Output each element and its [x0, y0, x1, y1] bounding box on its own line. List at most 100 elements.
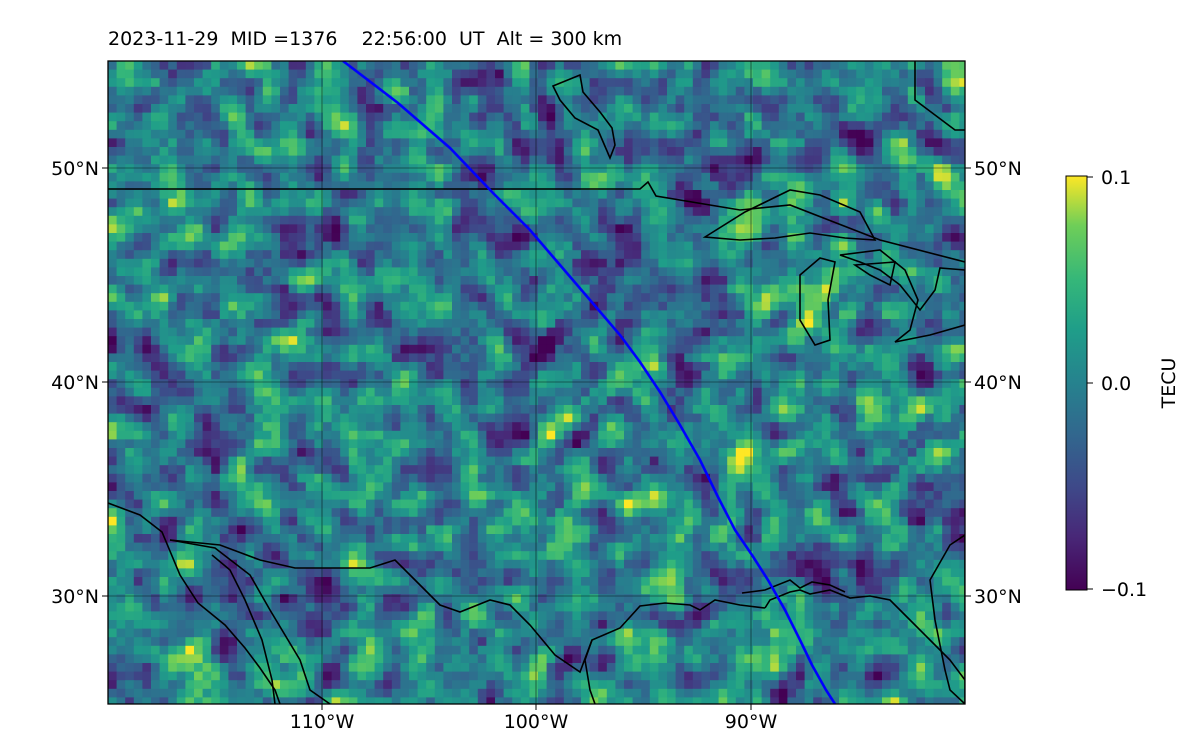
tec-cell — [391, 129, 401, 139]
tec-cell — [555, 473, 565, 483]
tec-cell — [753, 448, 763, 458]
tec-cell — [916, 396, 926, 406]
tec-cell — [340, 155, 350, 165]
tec-cell — [323, 396, 333, 406]
tec-cell — [632, 172, 642, 182]
tec-cell — [658, 78, 668, 88]
tec-cell — [340, 241, 350, 251]
tec-cell — [710, 344, 720, 354]
tec-cell — [856, 456, 866, 466]
tec-cell — [606, 207, 616, 217]
tec-cell — [443, 473, 453, 483]
tec-cell — [710, 284, 720, 294]
tec-cell — [804, 344, 814, 354]
tec-cell — [391, 198, 401, 208]
tec-cell — [606, 267, 616, 277]
tec-cell — [675, 301, 685, 311]
tec-cell — [374, 319, 384, 329]
tec-cell — [804, 164, 814, 174]
tec-cell — [297, 172, 307, 182]
tec-cell — [701, 387, 711, 397]
tec-cell — [426, 448, 436, 458]
tec-cell — [615, 387, 625, 397]
tec-cell — [615, 430, 625, 440]
tec-cell — [194, 138, 204, 148]
tec-cell — [400, 310, 410, 320]
tec-cell — [692, 224, 702, 234]
tec-cell — [271, 181, 281, 191]
tec-cell — [271, 233, 281, 243]
tec-cell — [254, 86, 264, 96]
tec-cell — [194, 181, 204, 191]
tec-cell — [314, 473, 324, 483]
tec-cell — [658, 164, 668, 174]
tec-cell — [305, 207, 315, 217]
tec-cell — [847, 138, 857, 148]
tec-cell — [434, 138, 444, 148]
tec-cell — [434, 164, 444, 174]
tec-cell — [907, 104, 917, 114]
tec-cell — [262, 370, 272, 380]
tec-cell — [581, 129, 591, 139]
tec-cell — [572, 344, 582, 354]
tec-cell — [417, 473, 427, 483]
tec-cell — [667, 396, 677, 406]
tec-cell — [237, 405, 247, 415]
tec-cell — [598, 61, 608, 71]
tec-cell — [761, 396, 771, 406]
tec-cell — [546, 267, 556, 277]
tec-cell — [882, 405, 892, 415]
tec-cell — [202, 198, 212, 208]
tec-cell — [598, 164, 608, 174]
tec-cell — [899, 69, 909, 79]
tec-cell — [641, 147, 651, 157]
tec-cell — [563, 336, 573, 346]
tec-cell — [641, 473, 651, 483]
tec-cell — [176, 301, 186, 311]
tec-cell — [761, 456, 771, 466]
tec-cell — [366, 387, 376, 397]
tec-cell — [529, 198, 539, 208]
tec-cell — [305, 112, 315, 122]
tec-cell — [796, 147, 806, 157]
tec-cell — [116, 198, 126, 208]
tec-cell — [684, 353, 694, 363]
tec-cell — [305, 147, 315, 157]
tec-cell — [314, 276, 324, 286]
tec-cell — [254, 215, 264, 225]
tec-cell — [942, 413, 952, 423]
tec-cell — [933, 129, 943, 139]
tec-cell — [159, 353, 169, 363]
tec-cell — [538, 190, 548, 200]
tec-cell — [314, 344, 324, 354]
tec-cell — [211, 233, 221, 243]
tec-cell — [168, 448, 178, 458]
tec-cell — [237, 147, 247, 157]
tec-cell — [271, 482, 281, 492]
tec-cell — [512, 370, 522, 380]
tec-cell — [959, 336, 965, 346]
tec-cell — [495, 258, 505, 268]
tec-cell — [520, 396, 530, 406]
tec-cell — [821, 422, 831, 432]
tec-cell — [262, 439, 272, 449]
tec-cell — [813, 405, 823, 415]
tec-cell — [718, 430, 728, 440]
tec-cell — [297, 396, 307, 406]
tec-cell — [340, 456, 350, 466]
tec-cell — [133, 190, 143, 200]
tec-cell — [357, 293, 367, 303]
tec-cell — [426, 387, 436, 397]
tec-cell — [778, 61, 788, 71]
tec-cell — [185, 147, 195, 157]
tec-cell — [108, 78, 118, 88]
tec-cell — [426, 112, 436, 122]
tec-cell — [366, 250, 376, 260]
tec-cell — [245, 344, 255, 354]
tec-cell — [469, 422, 479, 432]
tec-cell — [701, 164, 711, 174]
tec-cell — [684, 405, 694, 415]
tec-cell — [271, 121, 281, 131]
tec-cell — [297, 319, 307, 329]
tec-cell — [856, 473, 866, 483]
